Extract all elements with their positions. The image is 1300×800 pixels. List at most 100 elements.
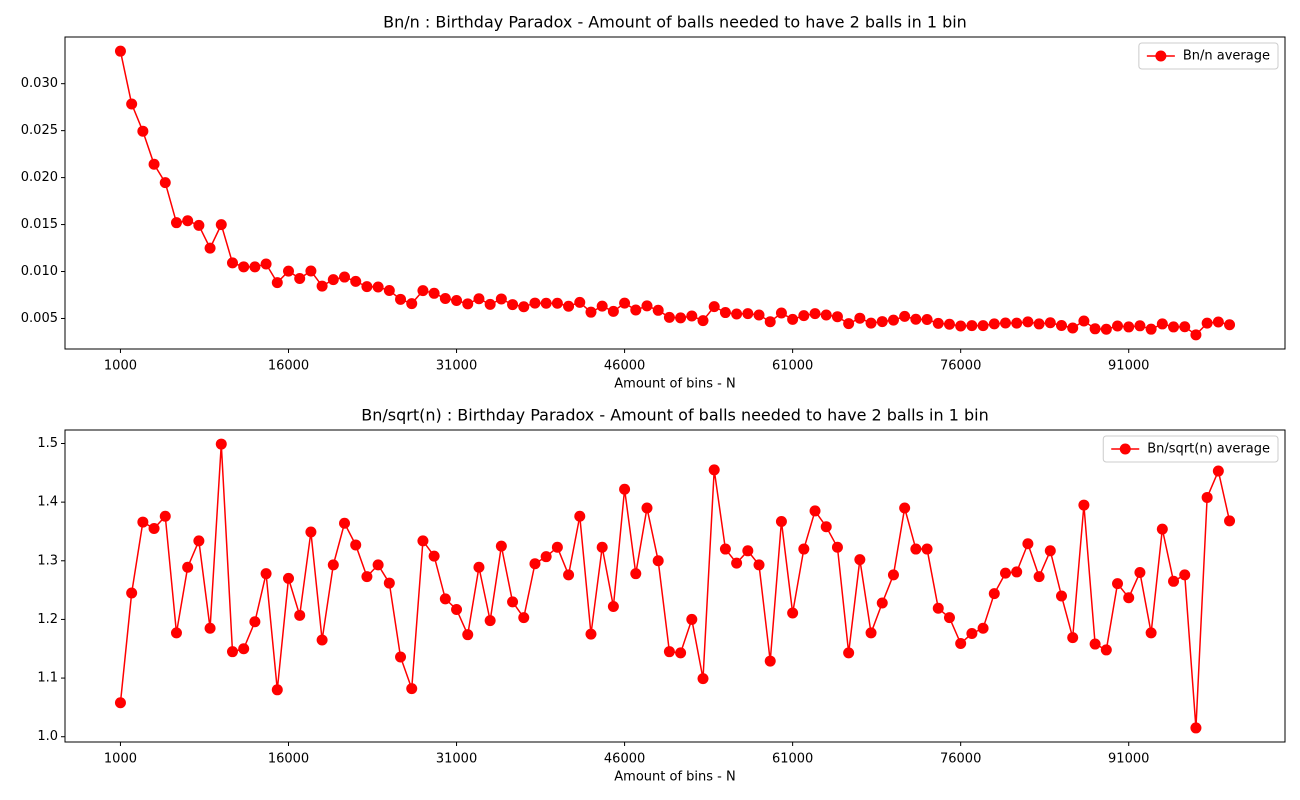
data-point [1033,571,1045,583]
data-point [1156,523,1168,535]
data-point [551,541,563,553]
data-point [865,317,877,329]
data-point [663,311,675,323]
data-point [854,312,866,324]
data-point [977,622,989,634]
data-point [921,543,933,555]
data-point [428,287,440,299]
data-point [372,281,384,293]
data-point [697,315,709,327]
data-point [999,567,1011,579]
data-point [518,612,530,624]
data-point [1123,321,1135,333]
data-point [596,541,608,553]
x-axis-label: Amount of bins - N [614,377,735,392]
data-point [226,646,238,658]
legend: Bn/n average [1138,42,1279,70]
data-point [215,438,227,450]
y-tick-label: 1.3 [37,553,58,568]
data-point [428,550,440,562]
data-point [1044,545,1056,557]
data-point [1190,329,1202,341]
data-point [865,627,877,639]
data-point [271,277,283,289]
data-point [1011,566,1023,578]
data-point [1089,638,1101,650]
legend-marker [1155,50,1167,62]
data-point [495,540,507,552]
data-point [540,297,552,309]
legend-box [1102,435,1279,463]
data-point [820,309,832,321]
data-point [361,281,373,293]
data-point [473,293,485,305]
x-tick-label: 61000 [772,359,813,374]
data-point [361,571,373,583]
y-tick-label: 0.015 [21,217,58,232]
data-point [294,272,306,284]
data-point [1067,632,1079,644]
data-point [439,292,451,304]
data-point [215,219,227,231]
data-point [238,261,250,273]
data-point [282,265,294,277]
x-tick-label: 91000 [1108,359,1149,374]
y-tick-label: 1.5 [37,436,58,451]
data-point [686,613,698,625]
data-point [831,311,843,323]
y-tick-label: 0.030 [21,76,58,91]
data-point [114,45,126,57]
data-point [686,310,698,322]
data-point [932,317,944,329]
data-point [1224,515,1236,527]
data-point [551,297,563,309]
y-tick-label: 0.025 [21,123,58,138]
data-point [641,502,653,514]
data-point [708,301,720,313]
chart-title: Bn/n : Birthday Paradox - Amount of ball… [383,13,967,32]
data-point [1145,323,1157,335]
legend: Bn/sqrt(n) average [1102,435,1279,463]
data-point [955,320,967,332]
data-point [876,597,888,609]
data-point [843,318,855,330]
data-point [1224,319,1236,331]
data-point [731,557,743,569]
data-point [1201,317,1213,329]
data-point [305,526,317,538]
data-point [439,593,451,605]
y-tick-label: 0.010 [21,264,58,279]
data-point [910,313,922,325]
data-point [126,587,138,599]
data-point [395,651,407,663]
data-point [719,307,731,319]
data-point [182,215,194,227]
data-point [675,312,687,324]
data-point [193,535,205,547]
data-point [395,293,407,305]
data-point [1044,317,1056,329]
data-point [204,622,216,634]
data-point [495,293,507,305]
data-point [238,643,250,655]
data-point [843,647,855,659]
data-point [1201,491,1213,503]
data-point [1011,317,1023,329]
data-point [876,316,888,328]
data-point [619,297,631,309]
y-tick-label: 1.2 [37,612,58,627]
x-tick-label: 1000 [104,359,137,374]
x-tick-label: 46000 [604,359,645,374]
data-point [820,521,832,533]
x-tick-label: 31000 [436,752,477,767]
data-point [943,318,955,330]
data-point [641,300,653,312]
data-point [126,98,138,110]
data-point [170,217,182,229]
data-point [182,561,194,573]
data-point [719,543,731,555]
data-point [372,559,384,571]
data-point [350,539,362,551]
data-point [630,568,642,580]
data-point [764,655,776,667]
